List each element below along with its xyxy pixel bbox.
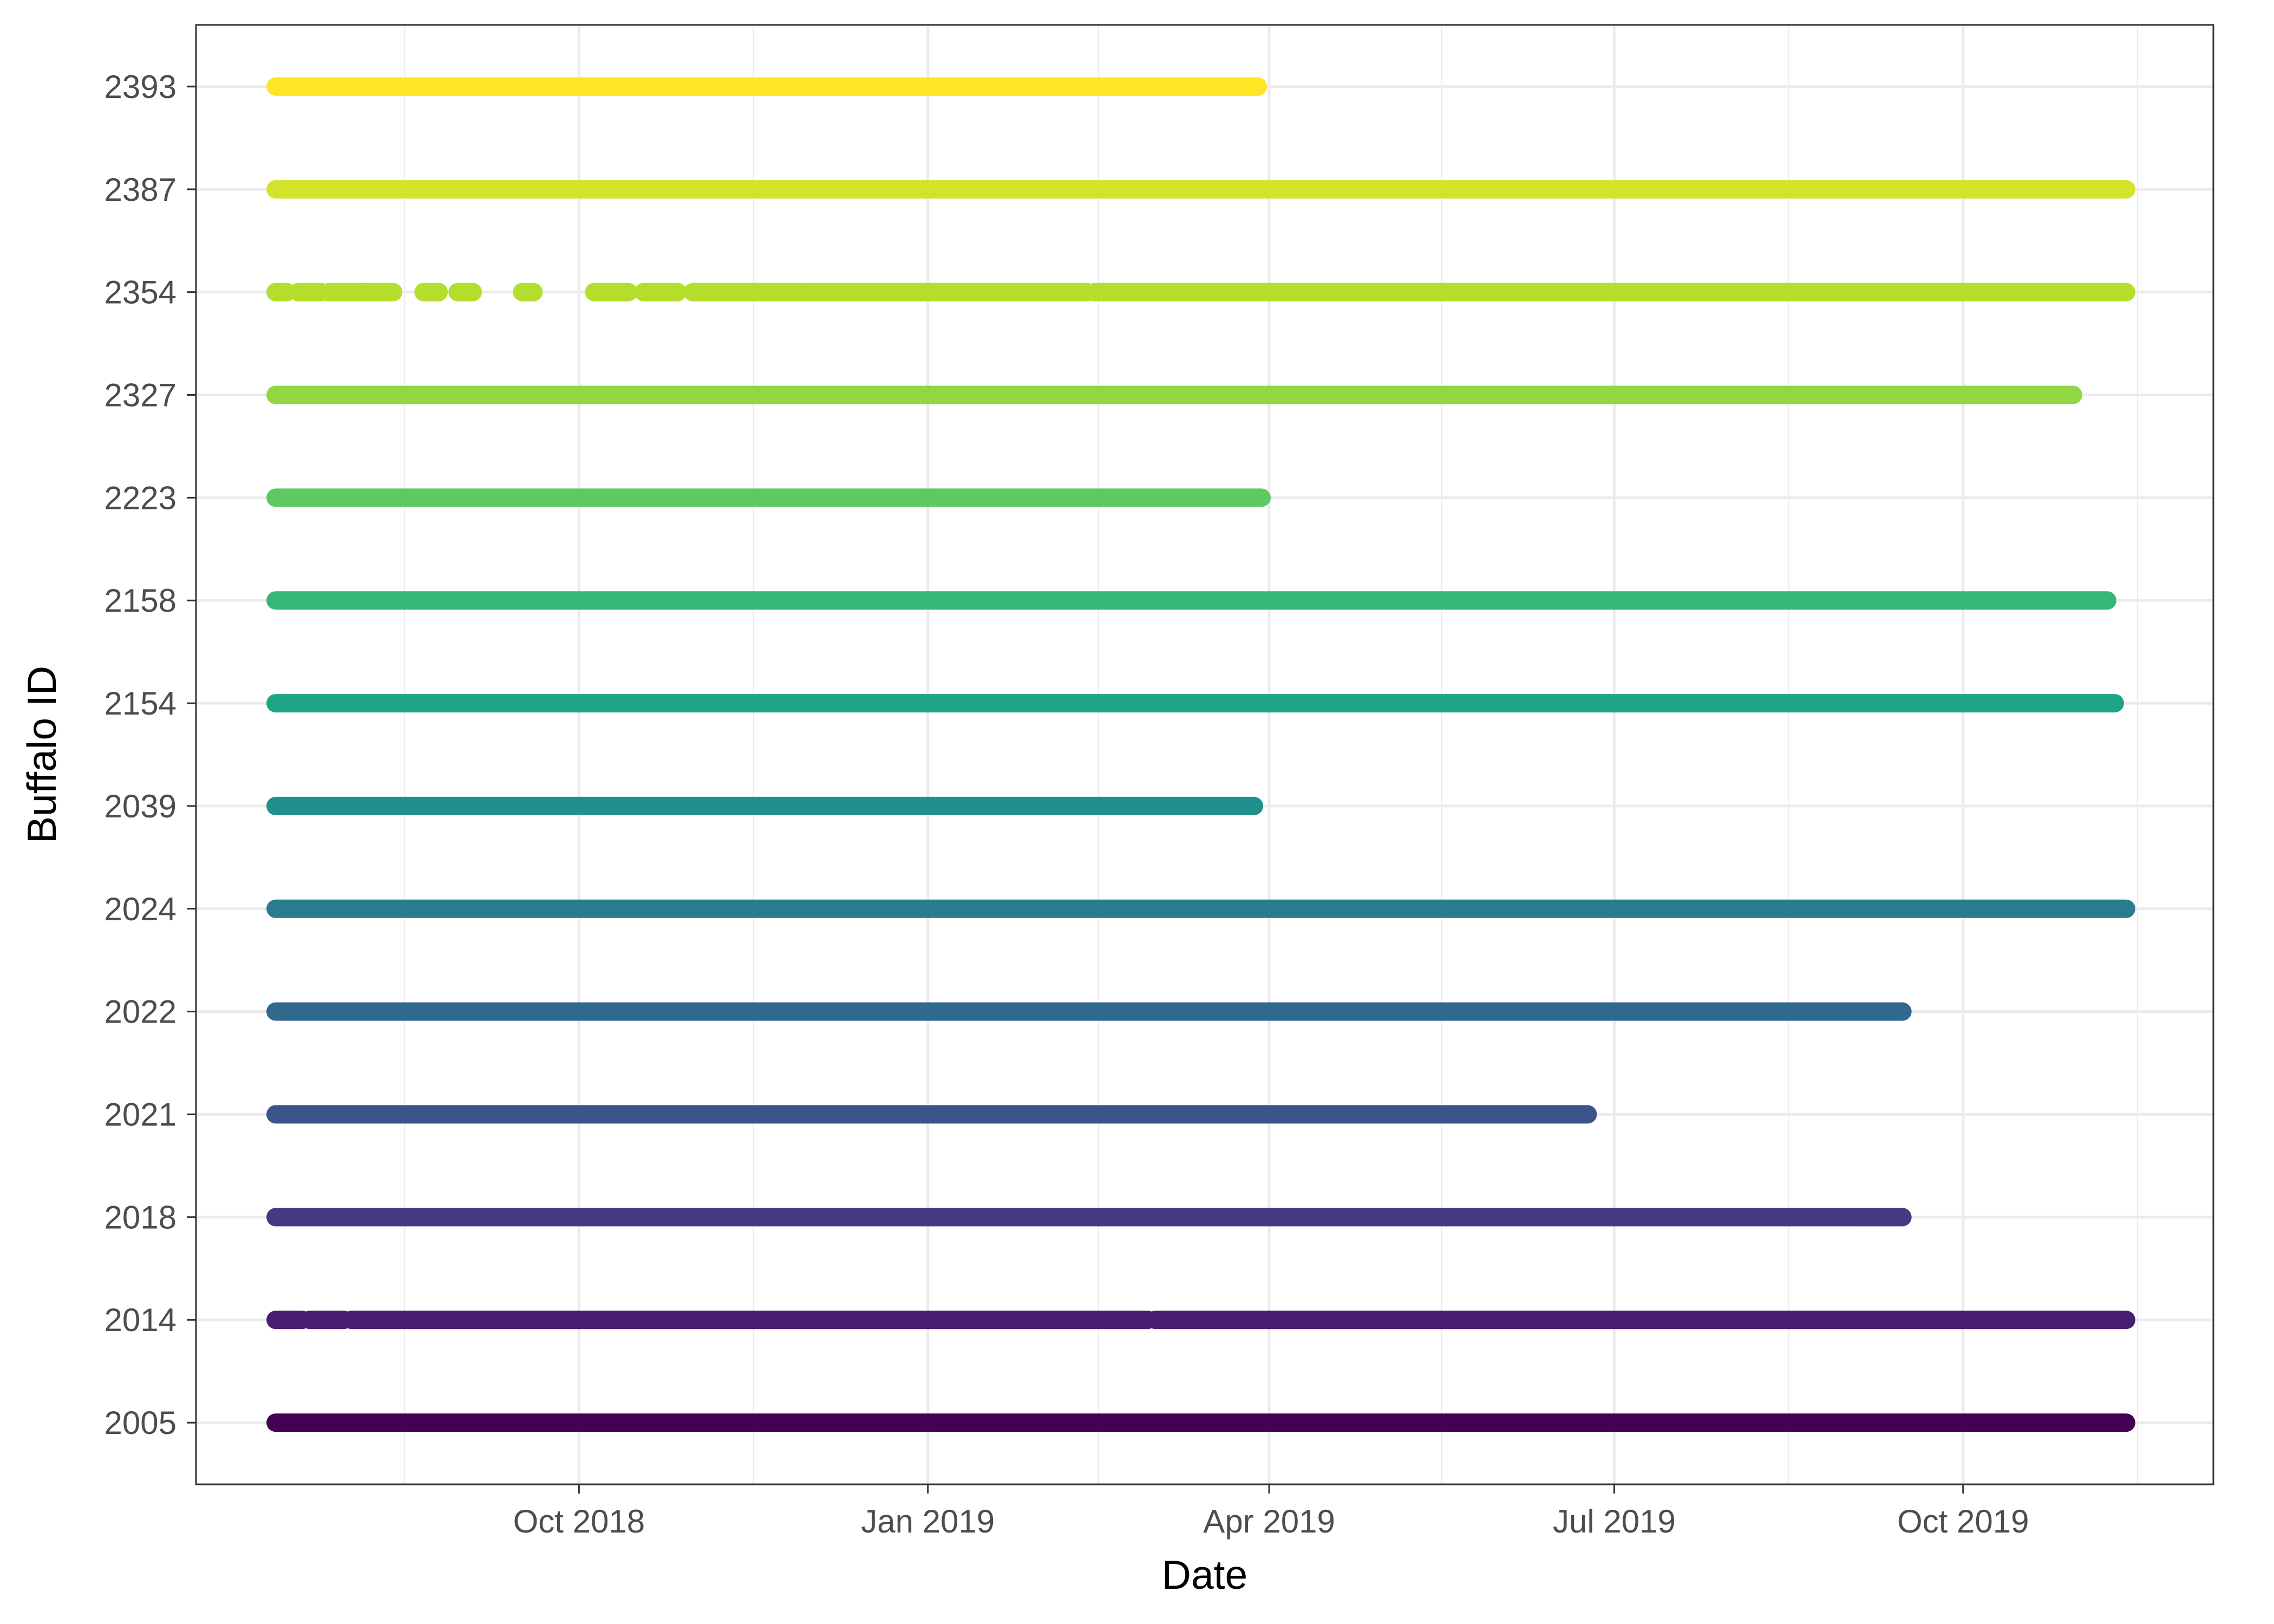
y-tick-label: 2021 [104,1097,177,1133]
x-tick-label: Oct 2018 [513,1503,645,1540]
minor-gridlines [404,25,2138,1484]
y-tick-label: 2387 [104,172,177,208]
x-axis-title: Date [1162,1552,1247,1597]
y-tick-label: 2024 [104,891,177,927]
x-tick-label: Jul 2019 [1553,1503,1676,1540]
x-tick-label: Oct 2019 [1897,1503,2029,1540]
panel-border [195,24,2214,1485]
y-tick-label: 2354 [104,274,177,311]
y-tick-label: 2014 [104,1302,177,1338]
y-tick-label: 2154 [104,685,177,722]
y-tick-label: 2005 [104,1405,177,1441]
y-tick-label: 2039 [104,788,177,824]
y-axis-title: Buffalo ID [19,666,64,843]
y-tick-label: 2327 [104,377,177,413]
y-tick-label: 2158 [104,582,177,619]
x-tick-label: Apr 2019 [1203,1503,1335,1540]
y-tick-label: 2018 [104,1199,177,1235]
x-axis: Oct 2018 Jan 2019 Apr 2019 Jul 2019 Oct 2019 [513,1484,2029,1540]
x-tick-label: Jan 2019 [861,1503,995,1540]
series-layer [266,77,2135,1432]
y-tick-label: 2393 [104,69,177,105]
y-axis: 2005 2014 2018 2021 2022 2024 2039 2154 2158 2223… [104,69,196,1441]
y-tick-label: 2223 [104,480,177,516]
y-tick-label: 2022 [104,994,177,1030]
